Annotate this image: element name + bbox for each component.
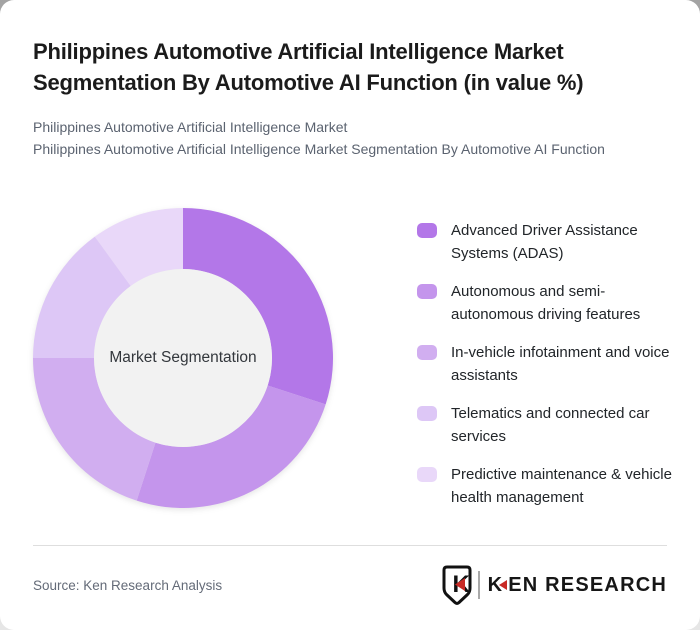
donut-svg (33, 208, 333, 508)
legend: Advanced Driver Assistance Systems (ADAS… (417, 219, 673, 524)
legend-label: Predictive maintenance & vehicle health … (451, 466, 672, 506)
legend-item-3[interactable]: In-vehicle infotainment and voice assist… (417, 341, 673, 387)
legend-swatch-icon (417, 345, 437, 360)
legend-label: In-vehicle infotainment and voice assist… (451, 344, 670, 384)
legend-item-2[interactable]: Autonomous and semi-autonomous driving f… (417, 280, 673, 326)
source-note: Source: Ken Research Analysis (33, 577, 223, 593)
ken-research-shield-icon: K (442, 565, 472, 605)
shield-red-triangle-icon (454, 578, 465, 591)
donut-chart: Market Segmentation (33, 208, 333, 508)
chart-subtitles: Philippines Automotive Artificial Intell… (33, 117, 667, 160)
legend-swatch-icon (417, 223, 437, 238)
logo-rest: EN RESEARCH (508, 573, 667, 596)
legend-item-1[interactable]: Advanced Driver Assistance Systems (ADAS… (417, 219, 673, 265)
pie-slice-1[interactable] (183, 208, 333, 405)
legend-label: Telematics and connected car services (451, 405, 650, 445)
legend-swatch-icon (417, 284, 437, 299)
footer: Source: Ken Research Analysis K KEN RESE… (33, 546, 667, 624)
subtitle-line-1: Philippines Automotive Artificial Intell… (33, 119, 348, 135)
legend-item-4[interactable]: Telematics and connected car services (417, 402, 673, 448)
chart-title: Philippines Automotive Artificial Intell… (33, 39, 584, 95)
legend-label: Advanced Driver Assistance Systems (ADAS… (451, 222, 638, 262)
logo-red-triangle-icon (499, 579, 508, 590)
donut-hole (94, 269, 272, 447)
pie-slice-2[interactable] (136, 385, 326, 509)
chart-area: Market Segmentation Advanced Driver Assi… (0, 208, 700, 520)
legend-swatch-icon (417, 467, 437, 482)
subtitle-line-2: Philippines Automotive Artificial Intell… (33, 140, 605, 157)
footer-divider (33, 545, 667, 546)
logo-separator (477, 571, 480, 599)
legend-label: Autonomous and semi-autonomous driving f… (451, 283, 641, 323)
legend-swatch-icon (417, 406, 437, 421)
pie-slice-5[interactable] (94, 208, 183, 286)
ken-research-logo: K KEN RESEARCH (442, 565, 667, 605)
logo-text: K EN RESEARCH (488, 574, 667, 597)
legend-item-5[interactable]: Predictive maintenance & vehicle health … (417, 463, 673, 509)
logo-k: K (487, 573, 504, 596)
pie-slice-3[interactable] (33, 358, 156, 501)
pie-slice-4[interactable] (33, 236, 131, 358)
